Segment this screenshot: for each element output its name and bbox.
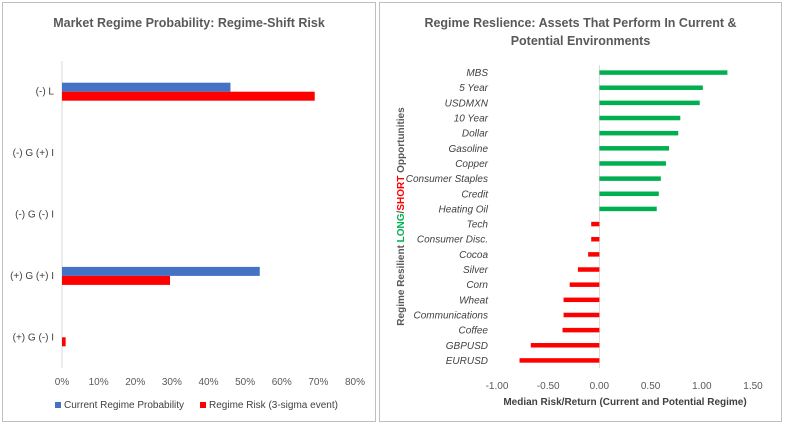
bar-short [562, 327, 600, 333]
category-label: Wheat [459, 295, 489, 306]
category-label: (+) G (+) I [10, 271, 54, 282]
y-axis-title: Regime Resilient LONG/SHORT Opportunitie… [396, 107, 407, 326]
category-label: Consumer Staples [406, 174, 488, 185]
y-axis-title-part: SHORT [396, 176, 407, 211]
category-label: (-) L [36, 87, 55, 98]
bar-long [599, 206, 657, 212]
x-tick-label: 1.00 [692, 381, 712, 392]
bar-short [577, 267, 600, 272]
x-axis-title: Median Risk/Return (Current and Potentia… [503, 397, 746, 408]
bar-long [599, 115, 681, 121]
bar-regime-risk [62, 275, 171, 285]
category-label: Cocoa [459, 250, 488, 261]
category-label: 10 Year [454, 114, 489, 125]
regime-probability-chart: (-) L (-) G (+) I (-) G (-) I (+) G (+) I (+… [10, 61, 365, 411]
x-tick-label: 60% [272, 377, 292, 388]
bar-current-probability [62, 266, 260, 276]
left-chart-title: Market Regime Probability: Regime-Shift … [53, 16, 325, 30]
x-tick-label: 1.50 [743, 381, 763, 392]
y-axis-title-part: LONG [396, 213, 407, 242]
category-label: Copper [455, 159, 488, 170]
bar-long [599, 176, 661, 181]
right-chart-title: Regime Reslience: Assets That Perform In… [424, 16, 737, 48]
x-tick-label: -1.00 [486, 381, 509, 392]
category-label: Dollar [462, 129, 489, 140]
bar-short [588, 252, 600, 257]
category-label: Gasoline [449, 144, 489, 155]
x-tick-label: 0.00 [590, 381, 610, 392]
regime-resilience-panel: Regime Reslience: Assets That Perform In… [379, 2, 782, 422]
bar-long [599, 130, 679, 136]
category-label: Consumer Disc. [417, 235, 488, 246]
regime-resilience-chart: MBS 5 Year USDMXN 10 Year Dollar Gasoline Copp… [396, 65, 763, 408]
bar-short [563, 312, 600, 318]
x-tick-label: 40% [198, 377, 218, 388]
bar-short [569, 282, 600, 287]
x-tick-label: 20% [125, 377, 145, 388]
category-label: GBPUSD [446, 341, 488, 352]
y-axis-title-part: Opportunities [396, 107, 407, 176]
category-label: MBS [466, 68, 488, 79]
x-tick-label: 0.50 [641, 381, 661, 392]
bar-regime-risk [62, 91, 315, 101]
bar-long [599, 161, 666, 166]
category-label: USDMXN [445, 98, 489, 109]
x-tick-label: 70% [308, 377, 328, 388]
x-tick-label: 30% [162, 377, 182, 388]
category-label: Silver [463, 265, 489, 276]
bar-current-probability [62, 82, 231, 92]
bar-short [591, 236, 600, 242]
x-tick-label: 10% [89, 377, 109, 388]
bar-long [599, 70, 728, 75]
bar-long [599, 146, 670, 151]
bar-long [599, 100, 700, 106]
category-label: Coffee [459, 326, 489, 337]
x-tick-label: 80% [345, 377, 365, 388]
bar-long [599, 85, 703, 90]
y-axis-title-part: Regime Resilient [396, 242, 407, 325]
legend-label: Regime Risk (3-sigma event) [209, 400, 338, 411]
category-label: (+) G (-) I [13, 332, 54, 343]
y-axis-title-part: / [396, 210, 407, 213]
category-label: Tech [467, 220, 489, 231]
bar-short [519, 358, 600, 363]
bar-short [530, 343, 600, 348]
category-label: Heating Oil [439, 204, 489, 215]
legend-swatch [55, 402, 61, 408]
category-label: Communications [414, 310, 488, 321]
bar-regime-risk [62, 337, 66, 347]
category-label: (-) G (+) I [13, 148, 54, 159]
category-label: (-) G (-) I [15, 210, 54, 221]
bar-short [563, 297, 600, 303]
x-tick-label: 0% [55, 377, 70, 388]
category-label: Corn [466, 280, 488, 291]
x-tick-label: 50% [235, 377, 255, 388]
bar-short [591, 221, 600, 227]
category-label: EURUSD [446, 356, 488, 367]
category-label: 5 Year [459, 83, 488, 94]
x-tick-label: -0.50 [537, 381, 560, 392]
legend-swatch [200, 402, 206, 408]
legend-label: Current Regime Probability [64, 400, 184, 411]
regime-probability-panel: Market Regime Probability: Regime-Shift … [2, 2, 376, 422]
category-label: Credit [461, 189, 489, 200]
bar-long [599, 191, 659, 197]
